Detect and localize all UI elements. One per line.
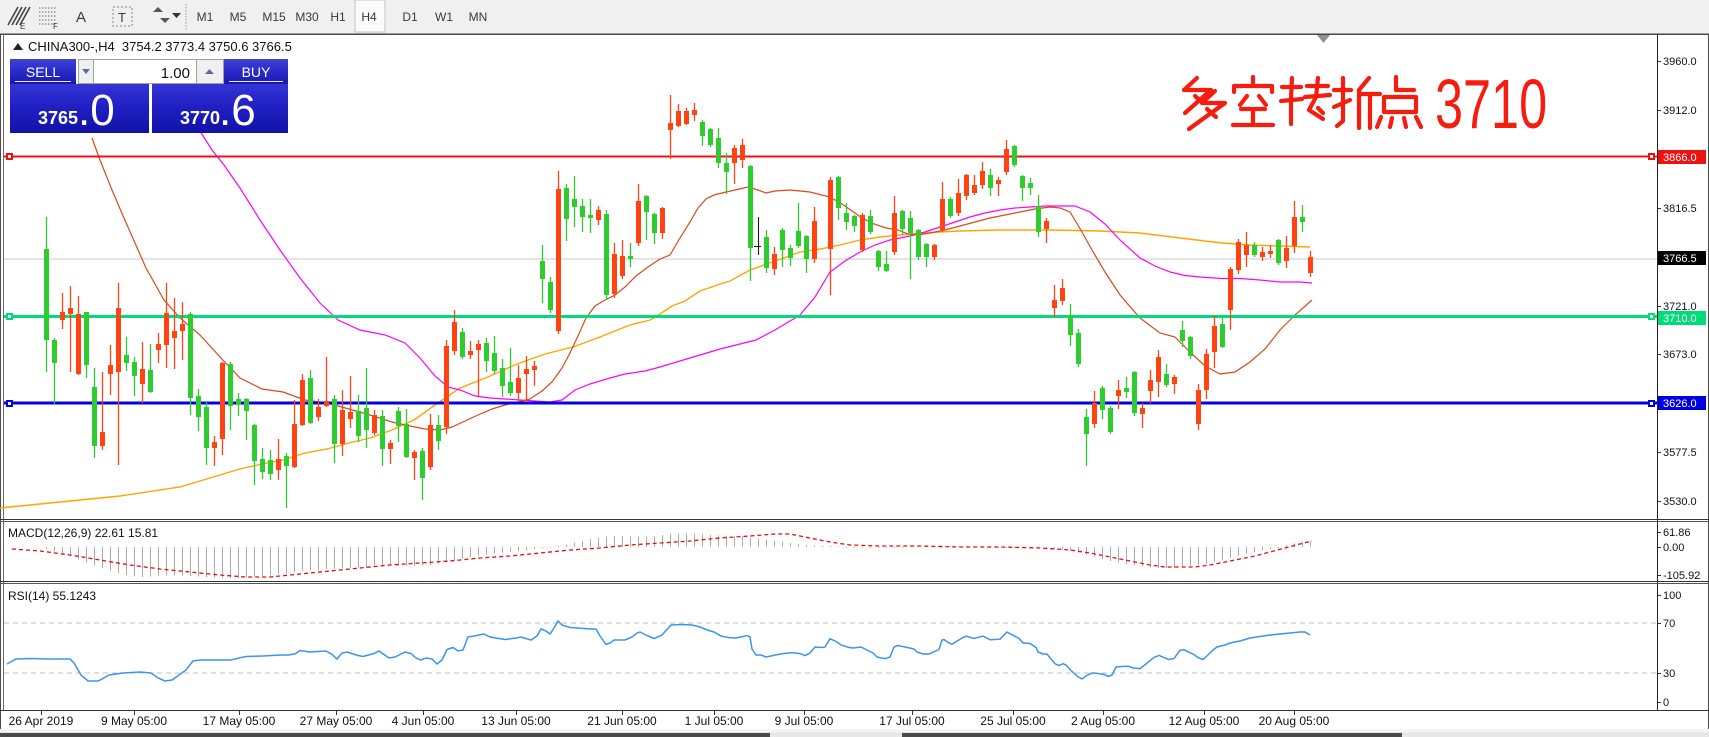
svg-text:0: 0 [1663, 697, 1669, 709]
svg-text:3721.0: 3721.0 [1663, 301, 1697, 313]
svg-text:3866.0: 3866.0 [1663, 152, 1697, 164]
svg-text:3530.0: 3530.0 [1663, 496, 1697, 508]
svg-text:MN: MN [469, 10, 488, 24]
svg-text:M15: M15 [262, 10, 286, 24]
svg-text:12 Aug 05:00: 12 Aug 05:00 [1169, 714, 1240, 728]
svg-text:3816.5: 3816.5 [1663, 203, 1697, 215]
svg-text:61.86: 61.86 [1663, 527, 1691, 539]
svg-text:F: F [53, 22, 58, 31]
svg-text:BUY: BUY [242, 64, 271, 80]
svg-text:0.00: 0.00 [1663, 542, 1684, 554]
svg-text:21 Jun 05:00: 21 Jun 05:00 [587, 714, 657, 728]
svg-text:17 May 05:00: 17 May 05:00 [203, 714, 276, 728]
svg-text:3577.5: 3577.5 [1663, 447, 1697, 459]
svg-text:E: E [20, 22, 25, 31]
svg-text:1 Jul 05:00: 1 Jul 05:00 [685, 714, 744, 728]
svg-text:27 May 05:00: 27 May 05:00 [300, 714, 373, 728]
svg-text:4 Jun 05:00: 4 Jun 05:00 [392, 714, 455, 728]
svg-text:.6: .6 [219, 86, 256, 135]
svg-text:3710.0: 3710.0 [1663, 313, 1697, 325]
svg-text:3912.0: 3912.0 [1663, 105, 1697, 117]
svg-text:26 Apr 2019: 26 Apr 2019 [9, 714, 74, 728]
svg-text:W1: W1 [435, 10, 453, 24]
svg-text:2 Aug 05:00: 2 Aug 05:00 [1071, 714, 1135, 728]
svg-text:M5: M5 [230, 10, 247, 24]
svg-text:CHINA300-,H4 3754.2 3773.4 37: CHINA300-,H4 3754.2 3773.4 3750.6 3766.5 [28, 39, 292, 54]
svg-text:70: 70 [1663, 618, 1675, 630]
svg-text:MACD(12,26,9) 22.61 15.81: MACD(12,26,9) 22.61 15.81 [8, 526, 158, 540]
svg-text:A: A [76, 9, 86, 26]
svg-text:3626.0: 3626.0 [1663, 398, 1697, 410]
svg-text:3710: 3710 [1435, 65, 1547, 143]
svg-text:3673.0: 3673.0 [1663, 349, 1697, 361]
svg-text:-105.92: -105.92 [1663, 570, 1700, 582]
svg-text:100: 100 [1663, 590, 1681, 602]
svg-text:9 May 05:00: 9 May 05:00 [101, 714, 167, 728]
svg-text:13 Jun 05:00: 13 Jun 05:00 [481, 714, 551, 728]
svg-text:1.00: 1.00 [161, 65, 190, 82]
svg-text:3766.5: 3766.5 [1663, 253, 1697, 265]
svg-text:3770: 3770 [180, 108, 220, 128]
svg-text:3765: 3765 [38, 108, 78, 128]
svg-text:17 Jul 05:00: 17 Jul 05:00 [879, 714, 945, 728]
svg-text:T: T [118, 10, 126, 25]
svg-text:H4: H4 [361, 10, 377, 24]
svg-text:D1: D1 [402, 10, 418, 24]
svg-text:3960.0: 3960.0 [1663, 56, 1697, 68]
svg-text:.0: .0 [78, 86, 115, 135]
svg-text:9 Jul 05:00: 9 Jul 05:00 [775, 714, 834, 728]
svg-text:SELL: SELL [26, 64, 60, 80]
svg-text:M1: M1 [197, 10, 214, 24]
svg-text:25 Jul 05:00: 25 Jul 05:00 [980, 714, 1046, 728]
svg-text:30: 30 [1663, 668, 1675, 680]
svg-text:H1: H1 [330, 10, 346, 24]
svg-text:M30: M30 [295, 10, 319, 24]
svg-text:RSI(14) 55.1243: RSI(14) 55.1243 [8, 589, 96, 603]
svg-text:20 Aug 05:00: 20 Aug 05:00 [1259, 714, 1330, 728]
